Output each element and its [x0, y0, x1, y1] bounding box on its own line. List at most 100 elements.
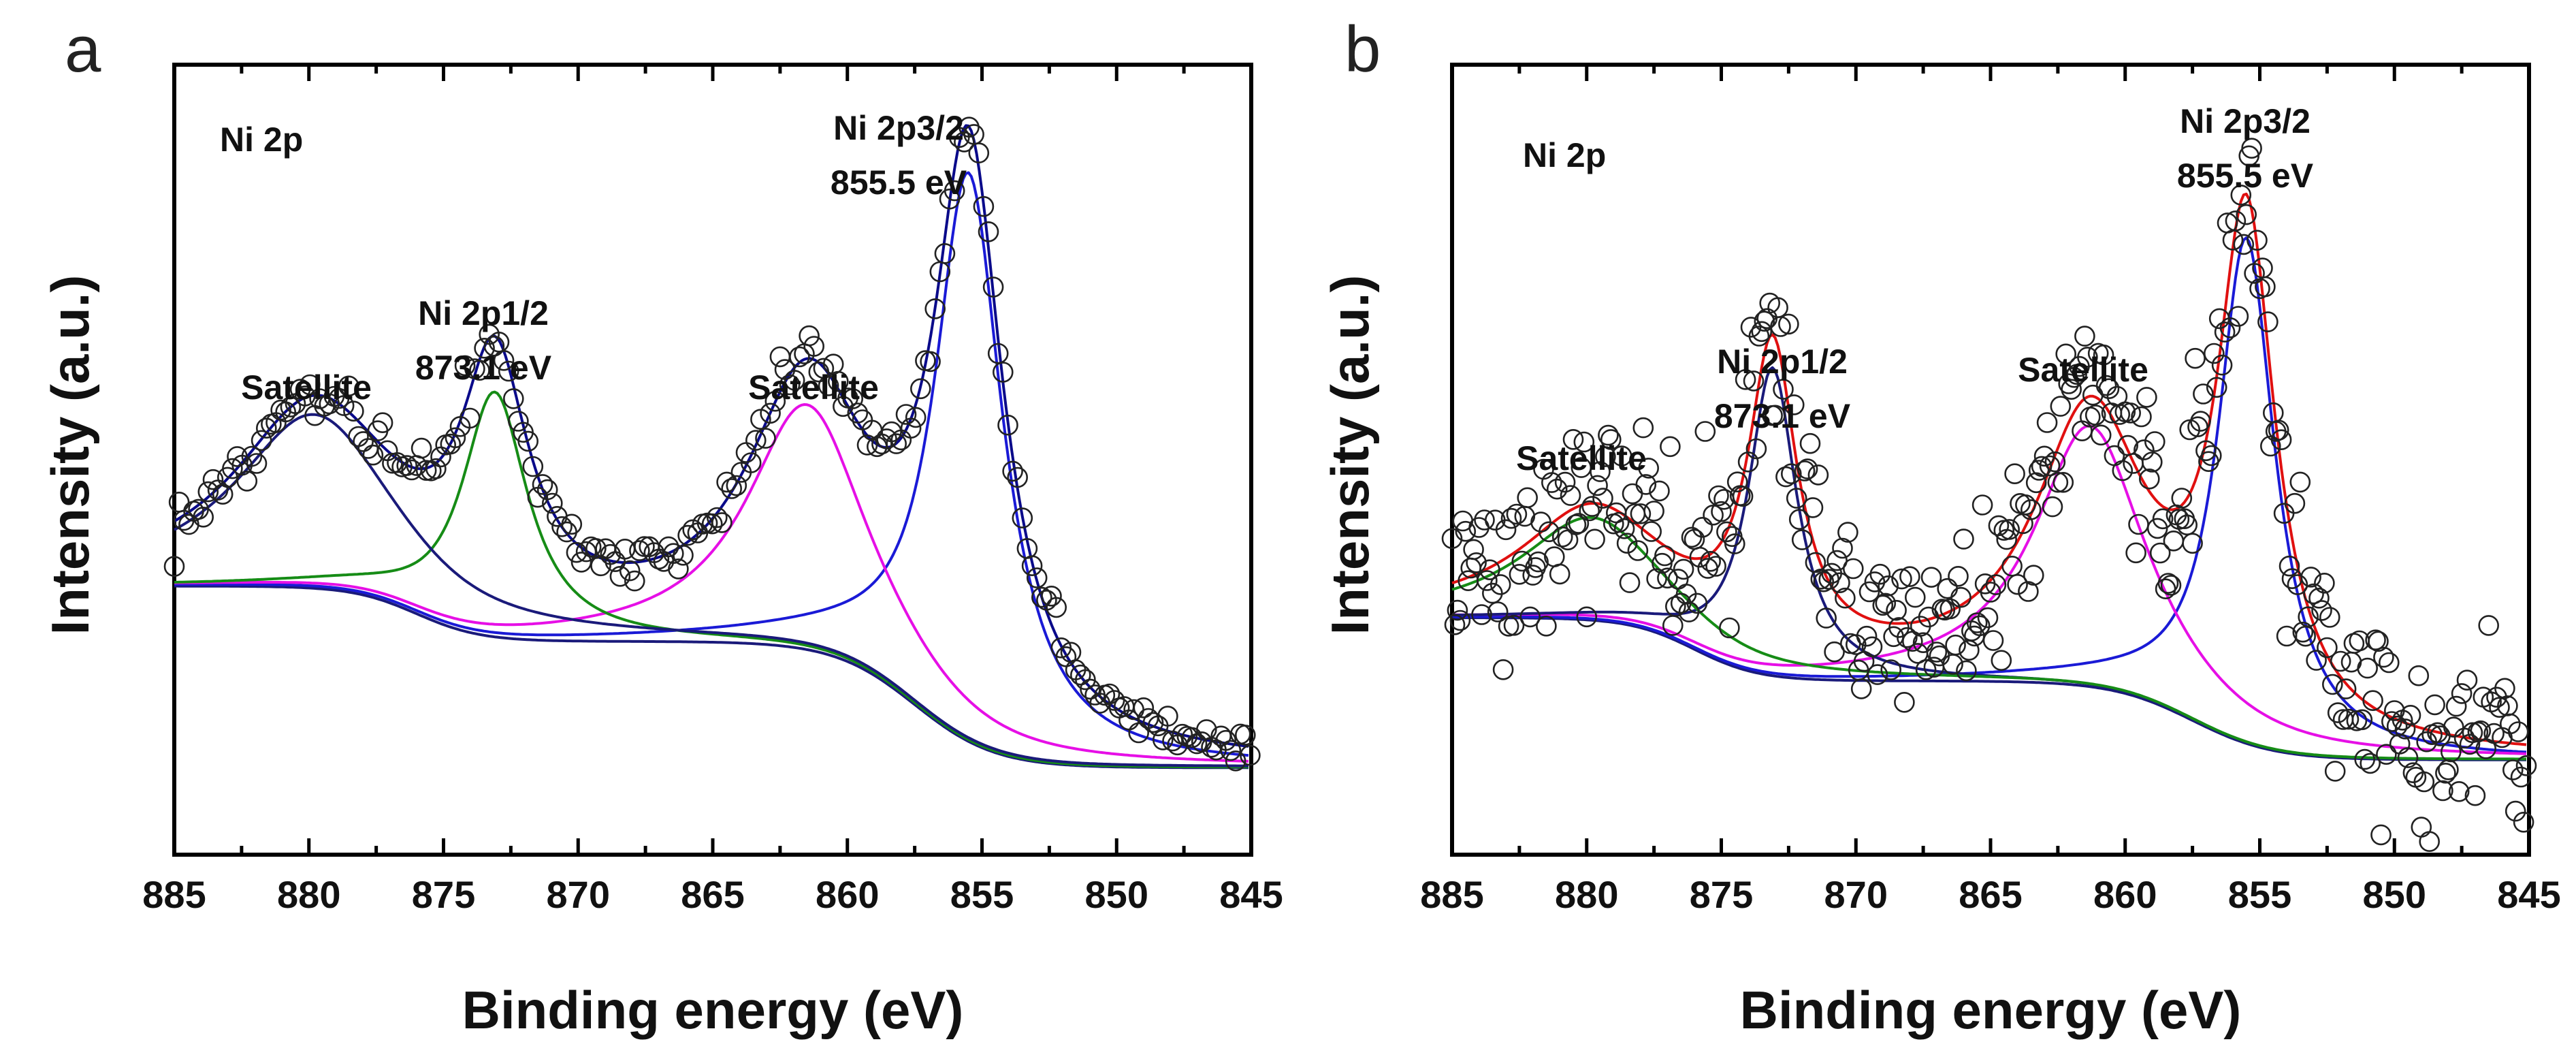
data-point — [2368, 631, 2389, 652]
data-point — [1988, 515, 2010, 537]
data-point — [2306, 650, 2327, 671]
data-point — [2354, 748, 2375, 770]
data-point — [973, 195, 995, 217]
x-tick-label: 860 — [816, 873, 879, 916]
data-point — [2139, 468, 2160, 490]
x-tick-label: 845 — [2497, 873, 2560, 916]
data-point — [784, 370, 805, 391]
data-point — [978, 221, 999, 242]
data-point — [1858, 581, 1880, 603]
data-point — [2338, 708, 2360, 730]
data-point — [2257, 311, 2279, 332]
data-point — [1240, 744, 1261, 766]
data-point — [1584, 528, 1605, 550]
data-point — [1500, 507, 1522, 529]
data-point — [2098, 378, 2120, 400]
x-tick-label: 875 — [1690, 873, 1753, 916]
data-point — [2459, 733, 2481, 755]
data-point — [716, 471, 737, 493]
data-point — [2330, 650, 2351, 672]
data-point — [828, 370, 849, 392]
data-point — [1568, 513, 1590, 534]
data-point — [2190, 411, 2211, 432]
x-tick-label: 850 — [2363, 873, 2426, 916]
data-point — [2090, 424, 2112, 446]
data-point — [1565, 514, 1587, 535]
data-point — [1781, 463, 1802, 485]
data-point — [1441, 528, 1463, 550]
data-point — [2322, 674, 2343, 695]
data-point — [1554, 471, 1576, 493]
data-point — [799, 325, 820, 347]
data-point — [570, 552, 592, 573]
data-point — [1587, 475, 1608, 496]
data-point — [1157, 706, 1178, 727]
data-point — [2214, 321, 2236, 343]
data-point — [541, 492, 563, 514]
data-point — [493, 349, 515, 371]
data-point — [1466, 552, 1487, 573]
data-point — [1463, 539, 1484, 560]
data-point — [2163, 530, 2185, 552]
annotation-line: 855.5 eV — [2177, 157, 2314, 195]
data-point — [522, 456, 544, 477]
data-point — [1528, 551, 1549, 573]
data-point — [2464, 785, 2486, 806]
data-point — [1826, 550, 1848, 571]
data-point — [1867, 664, 1888, 685]
data-point — [2510, 766, 2532, 788]
data-point — [1816, 607, 1837, 629]
data-point — [1579, 500, 1600, 522]
data-point — [1627, 540, 1649, 561]
data-point — [673, 544, 694, 566]
data-point — [2351, 709, 2373, 731]
data-point — [1875, 592, 1897, 614]
data-point — [2327, 702, 2349, 723]
data-point — [1686, 592, 1708, 614]
data-point — [1608, 511, 1630, 533]
data-point — [2039, 455, 2061, 477]
data-point — [1724, 533, 1745, 554]
data-point — [551, 516, 573, 537]
data-point — [2462, 722, 2483, 744]
annotation-ni-2p1-2-b: Ni 2p1/2 873.1 eV — [1714, 343, 1851, 435]
data-point — [1751, 321, 1773, 343]
data-point — [2044, 451, 2066, 473]
data-point — [1492, 659, 1514, 680]
data-point — [2379, 652, 2400, 674]
data-point — [2314, 572, 2335, 594]
data-point — [1897, 627, 1918, 648]
data-point — [2362, 690, 2383, 711]
data-point — [1511, 550, 1533, 572]
data-point — [1829, 572, 1850, 594]
data-point — [1708, 485, 1729, 507]
data-point — [1031, 586, 1052, 608]
data-point — [1920, 567, 1942, 588]
data-point — [920, 351, 941, 373]
data-point — [2042, 496, 2063, 518]
data-point — [2149, 542, 2171, 564]
data-point — [2084, 405, 2106, 426]
data-point — [2112, 460, 2134, 481]
data-point — [677, 524, 698, 546]
scatter-points-a — [163, 116, 1261, 772]
data-point — [2171, 488, 2193, 509]
data-point — [1850, 678, 1872, 699]
data-point — [910, 378, 931, 400]
data-point — [2160, 575, 2182, 596]
data-point — [1791, 529, 1813, 550]
annotation-satellite-right-a: Satellite — [748, 368, 879, 407]
data-point — [1643, 501, 1664, 522]
data-point — [1948, 565, 1969, 587]
data-point — [502, 388, 524, 409]
data-point — [445, 427, 466, 449]
fit-component-line — [174, 171, 1249, 757]
data-point — [2456, 669, 2478, 691]
annotation-satellite-right-b: Satellite — [2018, 351, 2148, 389]
data-point — [1622, 483, 1643, 505]
panel-letter-b: b — [1345, 13, 1381, 86]
data-point — [498, 360, 519, 382]
data-point — [246, 453, 268, 474]
data-point — [469, 360, 490, 381]
data-point — [1539, 521, 1560, 543]
